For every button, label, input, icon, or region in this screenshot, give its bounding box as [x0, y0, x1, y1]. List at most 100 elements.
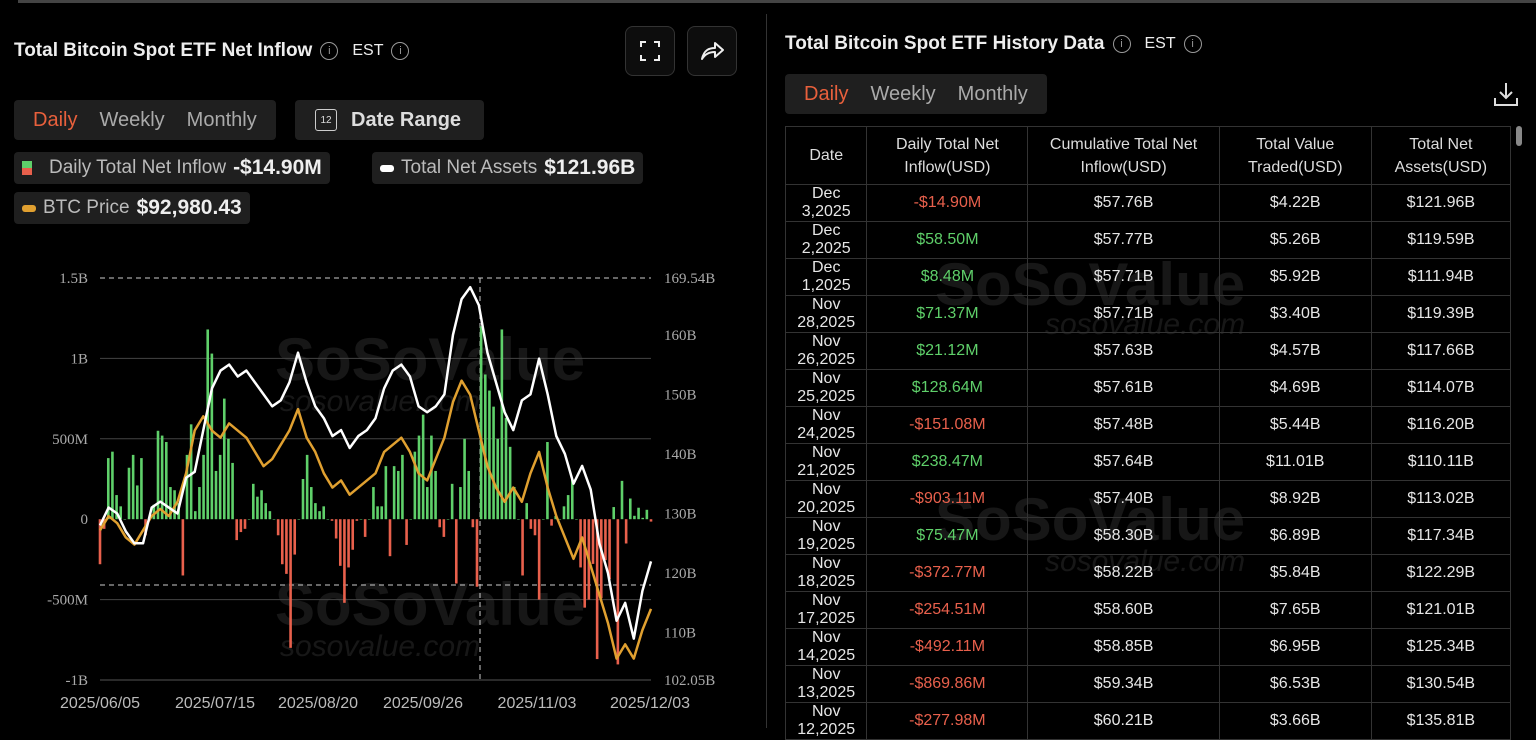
inflow-bar: [156, 430, 160, 520]
inflow-bar: [243, 519, 247, 529]
inflow-bar: [256, 496, 259, 520]
share-button[interactable]: [687, 26, 737, 76]
tab-weekly[interactable]: Weekly: [870, 82, 936, 105]
inflow-bar: [359, 519, 363, 520]
table-cell: $3.40B: [1218, 295, 1372, 333]
inflow-bar: [620, 480, 624, 520]
table-row[interactable]: Nov 26,2025 $21.12M $57.63B $4.57B $117.66B: [784, 332, 1512, 370]
inflow-bar: [483, 374, 487, 520]
x-tick-label: 2025/11/03: [498, 695, 577, 712]
inflow-bar: [297, 519, 301, 520]
table-cell: $6.89B: [1218, 517, 1372, 555]
info-icon[interactable]: i: [1183, 35, 1202, 53]
table-row[interactable]: Nov 13,2025 -$869.86M $59.34B $6.53B $130.54…: [784, 665, 1512, 703]
table-cell: $119.59B: [1370, 221, 1512, 259]
table-scrollbar[interactable]: [1516, 126, 1522, 146]
table-cell: $111.94B: [1370, 258, 1512, 296]
table-row[interactable]: Nov 25,2025 $128.64M $57.61B $4.69B $114.07B: [784, 369, 1512, 407]
column-header: Date: [784, 126, 868, 185]
fullscreen-button[interactable]: [625, 26, 675, 76]
inflow-bar: [459, 487, 462, 520]
table-row[interactable]: Nov 20,2025 -$903.11M $57.40B $8.92B $113.02…: [784, 480, 1512, 518]
table-cell: Dec 2,2025: [784, 221, 868, 259]
table-cell: $57.71B: [1027, 258, 1220, 296]
inflow-bar: [533, 519, 537, 536]
table-row[interactable]: Dec 1,2025 $8.48M $57.71B $5.92B $111.94B: [784, 258, 1512, 296]
chart-period-tabs: Daily Weekly Monthly: [14, 100, 276, 140]
inflow-bar: [624, 519, 628, 544]
table-cell: $60.21B: [1027, 702, 1220, 740]
column-header: Total Net Assets(USD): [1370, 126, 1512, 185]
legend-price-label: BTC Price: [43, 197, 130, 218]
inflow-bar: [367, 519, 371, 520]
table-cell: Nov 25,2025: [784, 369, 868, 407]
table-cell: $71.37M: [866, 295, 1029, 333]
legend-price[interactable]: BTC Price $92,980.43: [14, 192, 250, 224]
right-tick-label: 130B: [664, 507, 697, 523]
table-cell: $8.92B: [1218, 480, 1372, 518]
timezone-label: EST: [1144, 35, 1176, 52]
table-cell: $58.60B: [1027, 591, 1220, 629]
date-range-button[interactable]: 12 Date Range: [295, 100, 484, 140]
inflow-bar: [210, 353, 214, 520]
inflow-bar: [140, 458, 143, 520]
table-row[interactable]: Nov 12,2025 -$277.98M $60.21B $3.66B $135.81…: [784, 702, 1512, 740]
legend-inflow[interactable]: Daily Total Net Inflow -$14.90M: [14, 152, 330, 184]
table-row[interactable]: Nov 14,2025 -$492.11M $58.85B $6.95B $125.34…: [784, 628, 1512, 666]
inflow-bar: [504, 417, 508, 520]
inflow-bar: [492, 406, 495, 520]
tab-monthly[interactable]: Monthly: [957, 82, 1028, 105]
inflow-bar: [388, 519, 392, 557]
inflow-bar: [430, 435, 433, 520]
table-cell: $135.81B: [1370, 702, 1512, 740]
tab-daily[interactable]: Daily: [33, 108, 78, 131]
inflow-bar: [500, 329, 504, 520]
assets-swatch-icon: [380, 164, 394, 172]
table-cell: -$277.98M: [866, 702, 1029, 740]
legend-assets[interactable]: Total Net Assets $121.96B: [372, 152, 644, 184]
inflow-bar: [575, 519, 578, 520]
fullscreen-icon: [640, 41, 660, 61]
download-button[interactable]: [1492, 80, 1520, 115]
inflow-bar: [396, 470, 400, 520]
info-icon[interactable]: i: [1112, 35, 1131, 53]
info-icon[interactable]: i: [391, 42, 410, 60]
table-row[interactable]: Nov 28,2025 $71.37M $57.71B $3.40B $119.39B: [784, 295, 1512, 333]
info-icon[interactable]: i: [320, 42, 339, 60]
share-icon: [701, 42, 724, 60]
legend-price-value: $92,980.43: [136, 196, 242, 219]
table-row[interactable]: Nov 21,2025 $238.47M $57.64B $11.01B $110.11…: [784, 443, 1512, 481]
table-cell: $57.76B: [1027, 184, 1220, 222]
inflow-bar: [405, 519, 408, 545]
table-row[interactable]: Dec 2,2025 $58.50M $57.77B $5.26B $119.59B: [784, 221, 1512, 259]
inflow-bar: [309, 487, 313, 520]
tab-monthly[interactable]: Monthly: [186, 108, 257, 131]
column-header: Total Value Traded(USD): [1218, 126, 1372, 185]
table-row[interactable]: Nov 17,2025 -$254.51M $58.60B $7.65B $121.01…: [784, 591, 1512, 629]
table-cell: $122.29B: [1370, 554, 1512, 592]
table-cell: $130.54B: [1370, 665, 1512, 703]
inflow-bar: [537, 519, 541, 600]
left-tick-label: 1B: [70, 351, 88, 367]
table-cell: Nov 21,2025: [784, 443, 868, 481]
tab-daily[interactable]: Daily: [804, 82, 849, 105]
inflow-chart[interactable]: 1.5B 1B 500M 0 -500M -1B 169.54B 160B 150B 140B 13…: [0, 250, 766, 728]
table-cell: Nov 26,2025: [784, 332, 868, 370]
table-row[interactable]: Nov 19,2025 $75.47M $58.30B $6.89B $117.34B: [784, 517, 1512, 555]
inflow-bar: [289, 519, 292, 648]
table-cell: $58.50M: [866, 221, 1029, 259]
table-cell: $11.01B: [1218, 443, 1372, 481]
table-row[interactable]: Dec 3,2025 -$14.90M $57.76B $4.22B $121.96B: [784, 184, 1512, 222]
inflow-bar: [442, 519, 446, 537]
left-tick-label: -1B: [66, 673, 89, 689]
inflow-bar: [628, 498, 632, 520]
inflow-bar: [479, 326, 483, 520]
inflow-bar: [525, 503, 529, 520]
table-cell: $128.64M: [866, 369, 1029, 407]
table-row[interactable]: Nov 24,2025 -$151.08M $57.48B $5.44B $116.20…: [784, 406, 1512, 444]
table-row[interactable]: Nov 18,2025 -$372.77M $58.22B $5.84B $122.29…: [784, 554, 1512, 592]
inflow-bar: [181, 519, 185, 576]
tab-weekly[interactable]: Weekly: [99, 108, 165, 131]
inflow-bar: [612, 507, 616, 520]
inflow-bar: [438, 519, 442, 528]
